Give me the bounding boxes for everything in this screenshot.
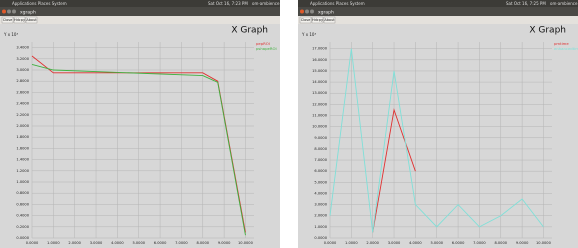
y-tick-label: 0.4000 [16,214,29,218]
y-tick-label: 1.4000 [16,158,29,162]
x-tick-label: 8.0000 [196,241,209,245]
y-tick-label: 1.2000 [16,169,29,173]
y-tick-label: 5.0000 [314,180,327,184]
y-tick-label: 6.0000 [314,169,327,173]
window-control[interactable] [305,10,309,14]
y-tick-label: 10.0000 [312,125,328,129]
x-tick-label: 1.0000 [47,241,60,245]
y-tick-label: 2.6000 [16,90,29,94]
window-control[interactable] [12,10,16,14]
y-tick-label: 1.6000 [16,146,29,150]
x-tick-label: 3.0000 [90,241,103,245]
y-tick-label: 2.2000 [16,113,29,117]
window-title: xgraph [318,9,334,15]
y-tick-label: 0.0000 [314,236,327,240]
button-label[interactable]: Hdcpy [312,18,323,22]
y-tick-label: 0.6000 [16,202,29,206]
button-label[interactable]: Close [3,18,13,22]
button-label[interactable]: About [26,18,37,22]
window-control[interactable] [300,10,304,14]
toolbar [298,16,578,24]
y-tick-label: 2.4000 [16,102,29,106]
x-tick-label: 1.0000 [345,241,358,245]
chart-title: X Graph [231,26,268,36]
x-tick-label: 5.0000 [132,241,145,245]
legend-entry: pshapeROI [256,46,277,51]
x-tick-label: 5.0000 [430,241,443,245]
x-tick-label: 9.0000 [516,241,529,245]
y-tick-label: 0.0000 [16,236,29,240]
y-tick-label: 9.0000 [314,136,327,140]
y-axis-label: Y x 10³ [301,32,316,37]
y-tick-label: 2.0000 [314,214,327,218]
window-control[interactable] [7,10,11,14]
x-tick-label: 8.0000 [494,241,507,245]
chart-title: X Graph [529,26,566,36]
x-tick-label: 10.0000 [238,241,254,245]
y-tick-label: 12.0000 [312,102,328,106]
window-title: xgraph [20,9,36,15]
user-name: om-ambience [252,1,280,6]
clock: Sat Oct 16, 7:23 PM [208,1,248,6]
user-name: om-ambience [550,1,578,6]
y-tick-label: 14.0000 [312,80,328,84]
x-tick-label: 10.0000 [536,241,552,245]
x-tick-label: 7.0000 [473,241,486,245]
x-tick-label: 0.0000 [26,241,39,245]
x-tick-label: 2.0000 [68,241,81,245]
y-tick-label: 1.0000 [314,225,327,229]
y-tick-label: 17.0000 [312,47,328,51]
y-tick-label: 1.8000 [16,135,29,139]
button-label[interactable]: About [324,18,335,22]
y-tick-label: 1.0000 [16,180,29,184]
x-tick-label: 7.0000 [175,241,188,245]
x-tick-label: 4.0000 [111,241,124,245]
x-tick-label: 6.0000 [154,241,167,245]
y-axis-label: Y x 10³ [3,32,18,37]
y-tick-label: 11.0000 [312,114,328,118]
toolbar [0,16,280,24]
x-tick-label: 0.0000 [324,241,337,245]
clock: Sat Oct 16, 7:25 PM [506,1,546,6]
y-tick-label: 2.0000 [16,124,29,128]
x-tick-label: 6.0000 [452,241,465,245]
y-tick-label: 3.0000 [314,203,327,207]
window-control[interactable] [310,10,314,14]
y-tick-label: 3.0000 [16,68,29,72]
legend-entry: enhancedtime [554,46,578,51]
y-tick-label: 0.8000 [16,191,29,195]
y-tick-label: 8.0000 [314,147,327,151]
y-tick-label: 2.8000 [16,79,29,83]
title-bar [298,7,578,16]
y-tick-label: 16.0000 [312,58,328,62]
y-tick-label: 3.2000 [16,57,29,61]
menu-bar[interactable]: Applications Places System [12,1,67,6]
y-tick-label: 3.4000 [16,46,29,50]
screenshot: Applications Places System Sat Oct 16, 7:… [0,0,578,248]
y-tick-label: 7.0000 [314,158,327,162]
y-tick-label: 15.0000 [312,69,328,73]
x-tick-label: 3.0000 [388,241,401,245]
menu-bar[interactable]: Applications Places System [310,1,365,6]
window-control[interactable] [2,10,6,14]
y-tick-label: 0.2000 [16,225,29,229]
plot-background [0,24,280,248]
x-tick-label: 2.0000 [366,241,379,245]
title-bar [0,7,280,16]
x-tick-label: 4.0000 [409,241,422,245]
y-tick-label: 4.0000 [314,191,327,195]
x-tick-label: 9.0000 [218,241,231,245]
y-tick-label: 13.0000 [312,91,328,95]
button-label[interactable]: Hdcpy [14,18,25,22]
button-label[interactable]: Close [301,18,311,22]
